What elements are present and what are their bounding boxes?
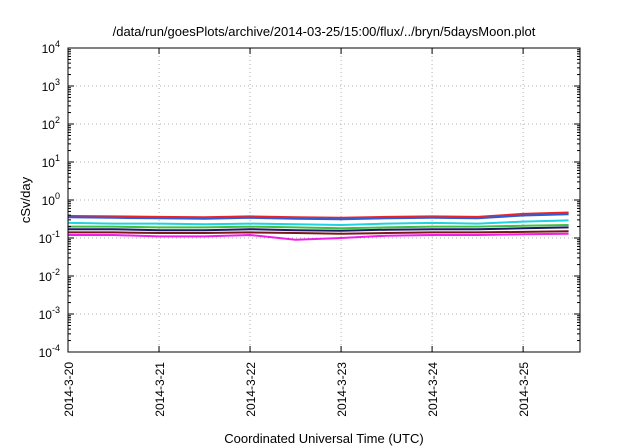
- chart-title: /data/run/goesPlots/archive/2014-03-25/1…: [113, 24, 536, 39]
- y-tick-label: 10-3: [39, 305, 60, 322]
- y-tick-label: 100: [42, 191, 60, 208]
- y-tick-label: 10-2: [39, 267, 60, 284]
- x-tick-label: 2014-3-23: [335, 362, 349, 417]
- series-line: [67, 219, 569, 226]
- series-line: [68, 232, 569, 241]
- series-line: [68, 224, 569, 230]
- x-tick-label: 2014-3-25: [517, 362, 531, 417]
- series-lines: [67, 211, 569, 241]
- series-line: [68, 230, 569, 235]
- y-tick-label: 101: [42, 153, 60, 170]
- y-tick-label: 102: [42, 115, 60, 132]
- series-line: [67, 211, 569, 219]
- y-tick-label: 10-1: [39, 229, 60, 246]
- y-axis-label: cSv/day: [18, 176, 33, 223]
- x-tick-label: 2014-3-20: [62, 362, 76, 417]
- y-tick-label: 103: [42, 77, 60, 94]
- x-tick-label: 2014-3-22: [244, 362, 258, 417]
- series-line: [67, 213, 569, 221]
- series-line: [68, 226, 569, 232]
- y-tick-label: 10-4: [39, 343, 60, 360]
- y-tick-label: 104: [42, 39, 60, 56]
- x-tick-label: 2014-3-21: [153, 362, 167, 417]
- x-axis-ticks: 2014-3-20 2014-3-21 2014-3-22 2014-3-23 2014…: [62, 48, 531, 417]
- x-axis-label: Coordinated Universal Time (UTC): [224, 431, 423, 446]
- x-tick-label: 2014-3-24: [426, 362, 440, 417]
- y-axis-ticks: 10-4 10-3 10-2 10-1 100 101 102 103 104: [39, 39, 580, 360]
